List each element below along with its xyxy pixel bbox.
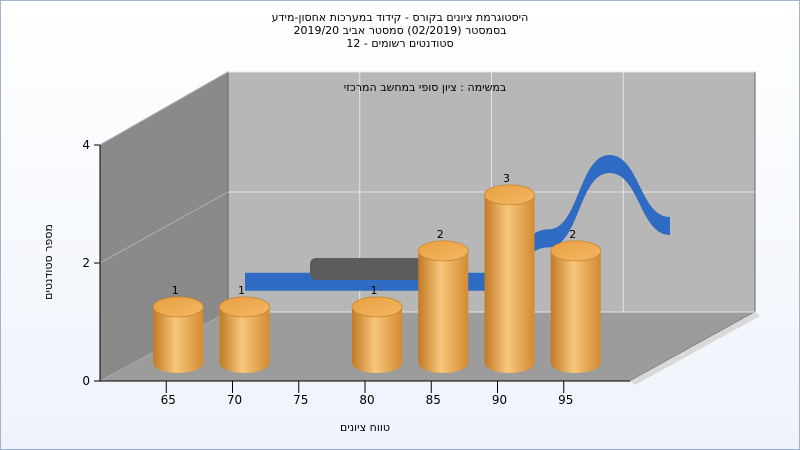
chart-title-line-1: היסטוגרמת ציונים בקורס - קידוד במערכות א… [271, 11, 529, 24]
bar-body [484, 194, 535, 373]
y-tick-label: 2 [82, 256, 90, 270]
bar-value-label: 2 [569, 228, 576, 241]
bar-body [153, 306, 204, 373]
histogram-bar [550, 240, 602, 373]
histogram-bar [417, 240, 469, 373]
x-tick-label: 95 [558, 393, 573, 407]
x-tick-label: 75 [293, 393, 308, 407]
histogram-bar [351, 296, 403, 373]
chart-title-line-3: סטודנטים רשומים - 12 [346, 37, 454, 50]
bar-body [352, 306, 402, 373]
gridline-y-side [99, 191, 229, 264]
bar-top [152, 296, 204, 318]
x-tick-label: 65 [161, 393, 176, 407]
distribution-curve [245, 155, 670, 291]
gridline-y-side [99, 71, 229, 146]
distribution-curve-shadow [310, 258, 435, 280]
bar-value-label: 1 [371, 284, 378, 297]
histogram-bar [484, 184, 535, 373]
bar-top [351, 296, 403, 318]
bar-top [219, 296, 270, 318]
bar-value-label: 2 [437, 228, 444, 241]
floor-rim [630, 312, 760, 385]
y-tick-label: 0 [82, 374, 90, 388]
bar-top [550, 240, 602, 262]
bar-value-label: 1 [172, 284, 179, 297]
y-axis-title: מספר סטודנטים [42, 224, 55, 300]
chart-annotation: במשימה : ציון סופי במחשב המרכזי [344, 81, 507, 94]
bar-body [550, 250, 601, 373]
chart-title-line-2: בסמסטר (02/2019) סמסטר אביב 2019/20 [293, 24, 507, 37]
histogram-bar [152, 296, 204, 373]
bar-value-label: 1 [238, 284, 245, 297]
x-tick-label: 70 [227, 393, 242, 407]
x-tick-label: 90 [492, 393, 507, 407]
bar-body [219, 306, 270, 373]
x-tick-label: 85 [426, 393, 441, 407]
x-tick-label: 80 [359, 393, 374, 407]
bar-top [417, 240, 469, 262]
x-axis-title: טווח ציונים [340, 421, 390, 434]
bar-body [418, 250, 469, 373]
y-tick-label: 4 [82, 138, 90, 152]
bar-top [484, 184, 535, 206]
bar-value-label: 3 [503, 172, 510, 185]
histogram-bar [219, 296, 270, 373]
